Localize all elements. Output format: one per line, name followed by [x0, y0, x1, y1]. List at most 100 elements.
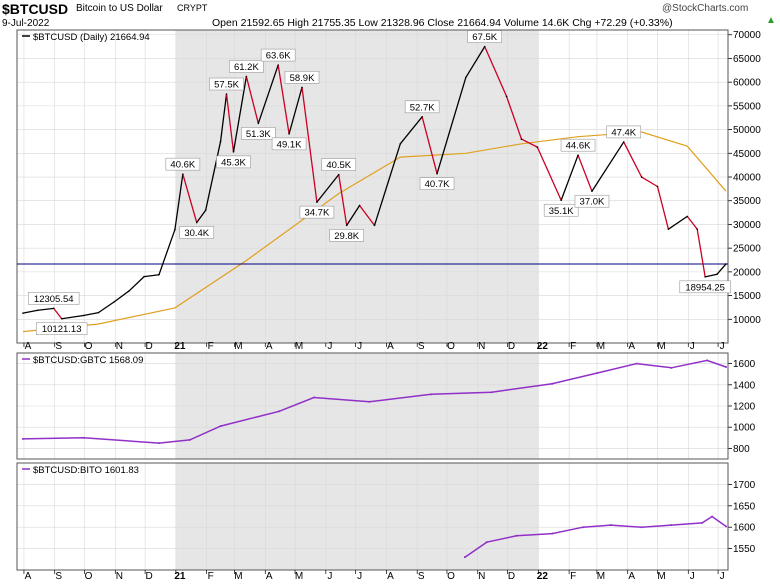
y-tick-label: 1550	[733, 544, 756, 555]
x-tick-label: M	[234, 571, 242, 582]
price-point	[725, 263, 727, 265]
ratio-point	[278, 410, 281, 413]
price-point	[158, 273, 160, 276]
price-segment	[288, 87, 303, 135]
x-tick-label: J	[690, 571, 695, 582]
ratio-point	[640, 526, 643, 529]
price-point	[505, 95, 508, 98]
x-tick-label: O	[85, 341, 93, 352]
price-segment	[560, 154, 579, 201]
trend-up-icon: ▲	[766, 15, 776, 26]
y-tick-label: 70000	[733, 30, 761, 41]
price-annotation-label: 67.5K	[472, 32, 497, 43]
price-annotation-label: 29.8K	[334, 231, 359, 242]
x-tick-label: A	[266, 341, 273, 352]
price-annotation-label: 10121.13	[42, 324, 82, 335]
price-point	[520, 138, 523, 140]
price-annotation-label: 35.1K	[549, 206, 574, 217]
price-segment	[338, 174, 348, 226]
price-annotation-label: 47.4K	[611, 127, 636, 138]
price-point	[465, 76, 467, 79]
price-annotation-box	[35, 322, 88, 336]
price-point	[483, 45, 486, 48]
price-annotation-box	[241, 127, 276, 140]
price-annotation-label: 18954.25	[685, 282, 725, 293]
price-segment	[465, 46, 486, 78]
x-tick-label: M	[657, 571, 665, 582]
price-segment	[83, 312, 99, 317]
x-tick-label: F	[570, 341, 576, 352]
ratio-point	[515, 534, 518, 537]
price-point	[174, 228, 176, 231]
price-segment	[98, 301, 115, 314]
price-segment	[521, 138, 538, 148]
x-tick-label: S	[55, 571, 62, 582]
price-point	[536, 146, 539, 148]
price-segment	[205, 141, 222, 211]
price-annotation-label: 45.3K	[221, 157, 246, 168]
price-point	[421, 115, 423, 118]
ratio-point	[670, 366, 673, 369]
legend-price: $BTCUSD (Daily) 21664.94	[33, 32, 150, 43]
x-tick-label: A	[628, 571, 635, 582]
y-tick-label: 60000	[733, 78, 761, 89]
chart-exchange: CRYPT	[177, 3, 208, 13]
x-tick-label: N	[478, 571, 485, 582]
price-point	[22, 312, 24, 314]
price-point	[60, 317, 63, 320]
y-tick-label: 1650	[733, 501, 756, 512]
ratio-point	[551, 382, 554, 385]
x-tick-label: O	[85, 571, 93, 582]
ratio-point	[706, 359, 709, 362]
ratio-point	[551, 532, 554, 535]
price-annotation-box	[679, 280, 731, 294]
price-point	[622, 141, 625, 143]
ratio-point	[490, 391, 493, 394]
price-annotation-box	[560, 138, 596, 152]
chart-symbol: $BTCUSD	[2, 1, 69, 17]
ratio-point	[725, 365, 728, 368]
y-tick-label: 1200	[733, 402, 756, 413]
price-point	[232, 151, 235, 153]
price-segment	[245, 76, 259, 124]
price-point	[219, 140, 222, 143]
x-tick-label: J	[357, 571, 362, 582]
price-annotation-label: 40.6K	[170, 160, 195, 171]
price-segment	[316, 174, 340, 203]
price-segment	[301, 87, 318, 203]
price-annotation-label: 40.7K	[425, 179, 450, 190]
price-point	[696, 228, 699, 230]
price-segment	[128, 276, 145, 292]
price-point	[345, 224, 348, 227]
price-annotation-box	[28, 292, 80, 305]
price-segment	[696, 229, 706, 277]
price-segment	[591, 141, 625, 192]
price-annotation-box	[229, 60, 264, 73]
y-tick-label: 800	[733, 444, 750, 455]
chart-date: 9-Jul-2022	[2, 18, 50, 29]
price-point	[591, 190, 593, 193]
price-segment	[196, 209, 207, 223]
x-tick-label: O	[447, 341, 455, 352]
x-tick-label: D	[508, 571, 515, 582]
price-annotation-box	[165, 157, 201, 171]
price-annotation-label: 30.4K	[184, 228, 209, 239]
price-segment	[668, 215, 688, 230]
x-tick-label: N	[478, 341, 485, 352]
price-point	[560, 199, 562, 202]
watermark: @StockCharts.com	[662, 3, 749, 14]
price-annotation-label: 57.5K	[214, 80, 239, 91]
price-segment	[346, 205, 361, 226]
legend-ratio: $BTCUSD:GBTC 1568.09	[33, 355, 143, 366]
price-segment	[37, 307, 54, 311]
price-annotation-box	[574, 194, 610, 208]
price-point	[436, 172, 438, 175]
x-tick-label: A	[628, 341, 635, 352]
price-segment	[577, 154, 593, 192]
ratio-point	[609, 524, 612, 527]
price-point	[195, 221, 198, 224]
price-point	[716, 273, 718, 276]
ratio-point	[158, 442, 161, 445]
panel-frame	[16, 29, 729, 344]
y-tick-label: 45000	[733, 149, 761, 160]
